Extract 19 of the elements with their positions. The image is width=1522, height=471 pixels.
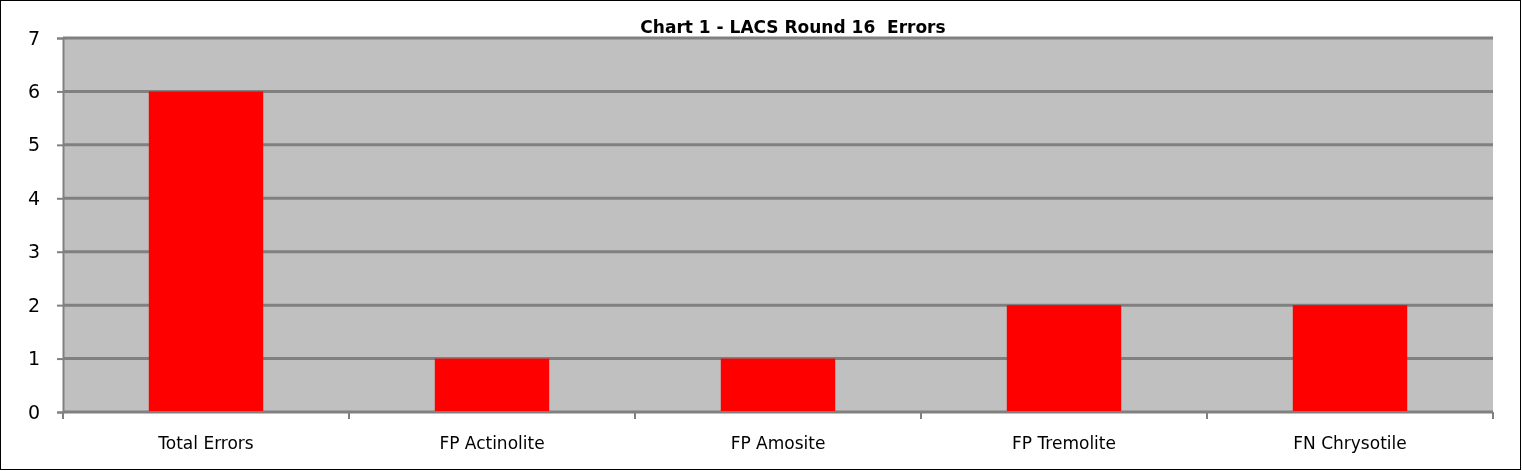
x-tick-label: FP Actinolite bbox=[439, 433, 545, 453]
y-tick-label: 3 bbox=[27, 240, 40, 263]
y-tick-label: 5 bbox=[27, 133, 40, 156]
y-tick-label: 1 bbox=[27, 347, 40, 370]
y-tick-label: 0 bbox=[27, 400, 40, 423]
y-tick-label: 4 bbox=[27, 186, 40, 209]
bar bbox=[1292, 305, 1408, 412]
bar bbox=[1006, 305, 1122, 412]
chart-title: Chart 1 - LACS Round 16 Errors bbox=[640, 17, 946, 37]
x-tick-label: FP Tremolite bbox=[1012, 433, 1116, 453]
y-tick-label: 7 bbox=[27, 26, 40, 49]
y-tick-label: 2 bbox=[27, 293, 40, 316]
bar bbox=[148, 91, 264, 412]
bar bbox=[434, 358, 550, 412]
y-tick-label: 6 bbox=[27, 80, 40, 103]
x-tick-label: FP Amosite bbox=[730, 433, 826, 453]
bar bbox=[720, 358, 836, 412]
x-tick-label: FN Chrysotile bbox=[1293, 433, 1407, 453]
x-tick-label: Total Errors bbox=[157, 433, 254, 453]
